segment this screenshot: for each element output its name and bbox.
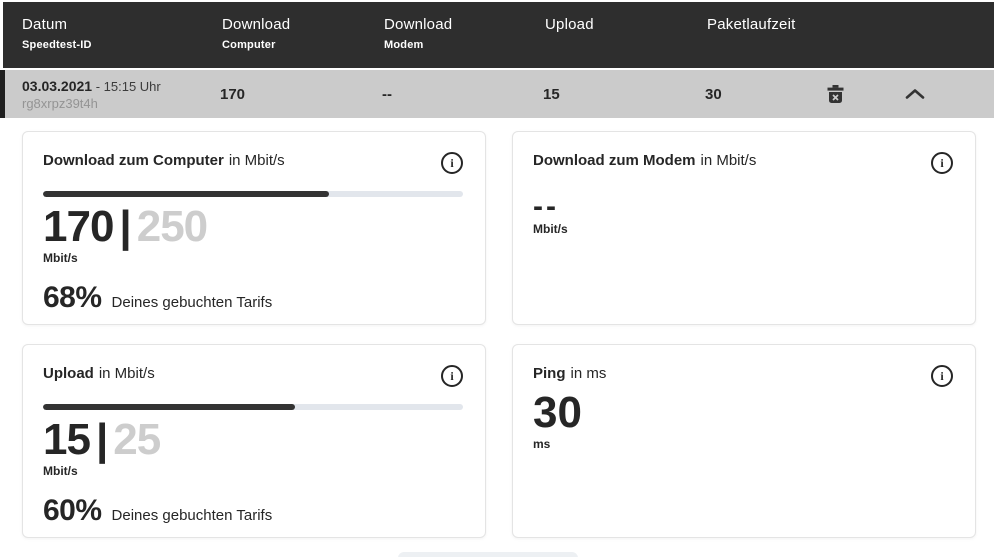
- card-title: Download zum Modem in Mbit/s: [533, 152, 756, 169]
- card-download-computer: Download zum Computer in Mbit/s i 170 | 250…: [22, 131, 486, 325]
- row-actions: [823, 81, 930, 108]
- card-title: Ping in ms: [533, 365, 606, 382]
- info-icon[interactable]: i: [441, 365, 463, 387]
- results-table-header: Datum Speedtest-ID Download Computer Dow…: [3, 2, 994, 68]
- progress-fill: [43, 191, 329, 197]
- value-separator: |: [95, 415, 108, 464]
- card-header: Ping in ms i: [533, 365, 953, 387]
- column-header-download-modem: Download Modem: [384, 16, 545, 51]
- progress-track: [43, 404, 463, 410]
- card-title-main: Upload: [43, 365, 94, 382]
- row-value-download-computer: 170: [220, 85, 246, 103]
- result-date: 03.03.2021: [22, 77, 93, 94]
- card-row-top: Download zum Computer in Mbit/s i 170 | 250…: [22, 131, 994, 325]
- card-ping: Ping in ms i 30 ms: [512, 344, 976, 538]
- column-label: Download: [384, 16, 453, 33]
- card-row-bottom: Upload in Mbit/s i 15 | 25 Mbit/s 60% Deine…: [22, 344, 994, 538]
- progress-track: [43, 191, 463, 197]
- card-title-main: Ping: [533, 365, 566, 382]
- percent-caption: Deines gebuchten Tarifs: [111, 507, 273, 524]
- measured-value: 170: [43, 202, 114, 251]
- info-icon[interactable]: i: [441, 152, 463, 174]
- collapse-row-button[interactable]: [900, 84, 930, 104]
- percent-caption: Deines gebuchten Tarifs: [111, 294, 273, 311]
- card-title-main: Download zum Computer: [43, 152, 224, 169]
- info-icon[interactable]: i: [931, 152, 953, 174]
- value-line: 170 | 250: [43, 205, 463, 249]
- column-sublabel: Speedtest-ID: [22, 39, 92, 51]
- card-header: Download zum Modem in Mbit/s i: [533, 152, 953, 174]
- row-value-download-modem: --: [382, 85, 392, 103]
- card-upload: Upload in Mbit/s i 15 | 25 Mbit/s 60% Deine…: [22, 344, 486, 538]
- column-label: Datum: [22, 16, 68, 33]
- result-date-line: 03.03.2021 - 15:15 Uhr: [22, 78, 220, 94]
- value-unit: Mbit/s: [43, 464, 78, 478]
- row-value-upload: 15: [543, 85, 560, 103]
- tariff-max-value: 25: [113, 415, 161, 464]
- card-header: Upload in Mbit/s i: [43, 365, 463, 387]
- card-title: Upload in Mbit/s: [43, 365, 155, 382]
- chevron-up-icon: [905, 89, 925, 99]
- measured-value: 30: [533, 388, 582, 437]
- result-date-cell: 03.03.2021 - 15:15 Uhr rg8xrpz39t4h: [22, 78, 220, 111]
- delete-result-button[interactable]: [823, 81, 848, 108]
- percent-line: 68% Deines gebuchten Tarifs: [43, 281, 463, 315]
- column-header-download-computer: Download Computer: [222, 16, 384, 51]
- value-unit: Mbit/s: [533, 222, 568, 236]
- column-label: Download: [222, 16, 291, 33]
- result-row[interactable]: 03.03.2021 - 15:15 Uhr rg8xrpz39t4h 170 …: [0, 70, 994, 118]
- measured-value: 15: [43, 415, 91, 464]
- trash-icon: [827, 84, 844, 103]
- card-title-suffix: in Mbit/s: [700, 152, 757, 169]
- percent-value: 60%: [43, 494, 102, 527]
- card-title: Download zum Computer in Mbit/s: [43, 152, 285, 169]
- value-line: 15 | 25: [43, 418, 463, 462]
- card-header: Download zum Computer in Mbit/s i: [43, 152, 463, 174]
- column-sublabel: Modem: [384, 39, 424, 51]
- row-value-paketlaufzeit: 30: [705, 85, 722, 103]
- column-header-upload: Upload: [545, 16, 707, 33]
- column-sublabel: Computer: [222, 39, 276, 51]
- card-title-main: Download zum Modem: [533, 152, 696, 169]
- card-title-suffix: in ms: [570, 365, 607, 382]
- column-label: Upload: [545, 16, 594, 33]
- detail-cards: Download zum Computer in Mbit/s i 170 | 250…: [3, 131, 994, 538]
- card-download-modem: Download zum Modem in Mbit/s i -- Mbit/s: [512, 131, 976, 325]
- column-header-datum: Datum Speedtest-ID: [22, 16, 222, 51]
- column-header-paketlaufzeit: Paketlaufzeit: [707, 16, 994, 33]
- percent-line: 60% Deines gebuchten Tarifs: [43, 494, 463, 528]
- tariff-max-value: 250: [136, 202, 208, 251]
- speedtest-id: rg8xrpz39t4h: [22, 95, 98, 111]
- card-title-suffix: in Mbit/s: [228, 152, 285, 169]
- column-label: Paketlaufzeit: [707, 16, 796, 33]
- value-separator: |: [119, 202, 131, 251]
- value-unit: ms: [533, 437, 551, 451]
- info-icon[interactable]: i: [931, 365, 953, 387]
- partial-button-below-fold[interactable]: [398, 552, 578, 557]
- value-unit: Mbit/s: [43, 251, 78, 265]
- card-title-suffix: in Mbit/s: [98, 365, 155, 382]
- progress-fill: [43, 404, 295, 410]
- result-time: - 15:15 Uhr: [95, 78, 161, 94]
- no-value-dashes: --: [533, 190, 559, 223]
- percent-value: 68%: [43, 281, 102, 314]
